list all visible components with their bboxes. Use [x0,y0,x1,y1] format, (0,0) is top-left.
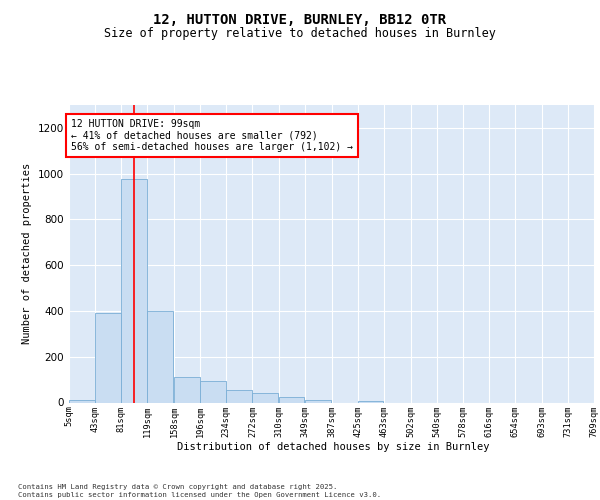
Bar [121,180,147,402]
Bar [69,400,95,402]
Bar [305,400,331,402]
Bar [95,313,121,402]
Bar [253,394,278,402]
Bar [278,397,304,402]
Text: Distribution of detached houses by size in Burnley: Distribution of detached houses by size … [177,442,489,452]
Text: 12, HUTTON DRIVE, BURNLEY, BB12 0TR: 12, HUTTON DRIVE, BURNLEY, BB12 0TR [154,12,446,26]
Bar [148,311,173,402]
Bar [226,390,252,402]
Y-axis label: Number of detached properties: Number of detached properties [22,163,32,344]
Bar [174,378,200,402]
Text: 12 HUTTON DRIVE: 99sqm
← 41% of detached houses are smaller (792)
56% of semi-de: 12 HUTTON DRIVE: 99sqm ← 41% of detached… [71,118,353,152]
Text: Contains HM Land Registry data © Crown copyright and database right 2025.
Contai: Contains HM Land Registry data © Crown c… [18,484,381,498]
Bar [200,381,226,402]
Text: Size of property relative to detached houses in Burnley: Size of property relative to detached ho… [104,28,496,40]
